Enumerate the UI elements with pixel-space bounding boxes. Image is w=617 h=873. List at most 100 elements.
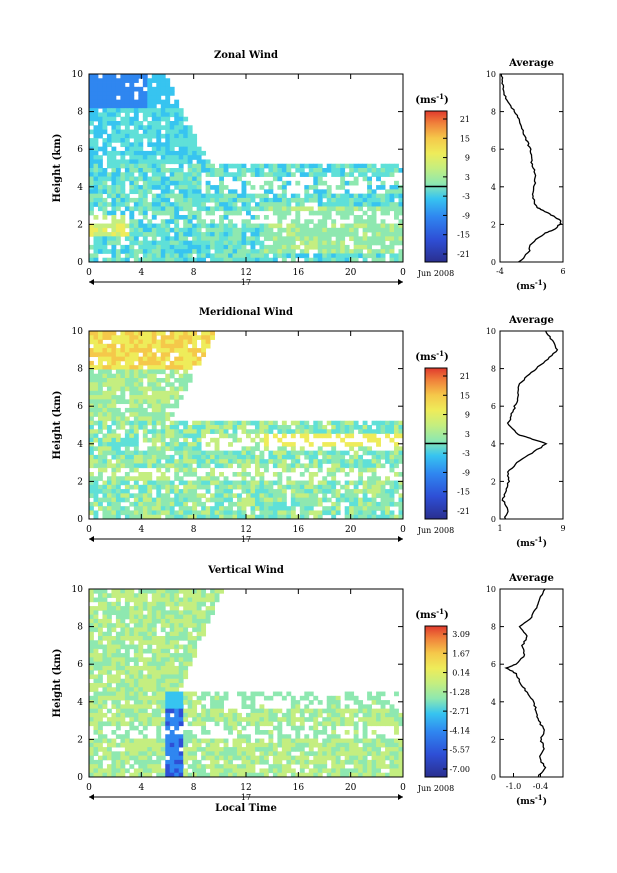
heatmap-cell (147, 403, 153, 409)
heatmap-cell (165, 493, 171, 499)
heatmap-cell (169, 253, 175, 259)
heatmap-cell (205, 206, 211, 212)
heatmap-cell (160, 125, 166, 130)
heatmap-cell (129, 210, 135, 216)
heatmap-cell (201, 747, 207, 752)
heatmap-cell (192, 236, 198, 242)
heatmap-cell (281, 172, 287, 177)
heatmap-cell (304, 742, 310, 748)
heatmap-cell (344, 459, 350, 464)
heatmap-cell (290, 236, 296, 242)
heatmap-cell (340, 450, 346, 456)
heatmap-cell (93, 232, 99, 237)
heatmap-cell (349, 751, 355, 757)
heatmap-cell (97, 489, 103, 494)
heatmap-cell (250, 712, 256, 718)
heatmap-cell (89, 759, 94, 765)
heatmap-cell (156, 223, 162, 229)
heatmap-cell (205, 489, 211, 494)
heatmap-cell (192, 197, 198, 203)
heatmap-cell (165, 687, 171, 692)
heatmap-cell (97, 683, 103, 688)
heatmap-cell (156, 725, 162, 731)
heatmap-cell (187, 506, 193, 511)
heatmap-cell (290, 433, 296, 439)
heatmap-cell (120, 244, 126, 250)
heatmap-cell (304, 197, 310, 203)
heatmap-cell (376, 454, 381, 460)
heatmap-cell (156, 202, 162, 207)
heatmap-cell (335, 738, 341, 744)
heatmap-cell (295, 730, 301, 735)
heatmap-cell (111, 742, 117, 748)
heatmap-cell (263, 227, 269, 233)
heatmap-cell (223, 193, 229, 199)
heatmap-cell (93, 193, 99, 199)
heatmap-cell (340, 437, 346, 443)
heatmap-cell (246, 450, 251, 456)
heatmap-cell (187, 356, 193, 362)
heatmap-cell (111, 640, 117, 645)
heatmap-cell (147, 369, 153, 375)
heatmap-cell (192, 472, 198, 477)
heatmap-cell (142, 687, 148, 692)
heatmap-cell (138, 343, 144, 349)
heatmap-cell (304, 493, 310, 499)
heatmap-cell (183, 240, 189, 246)
heatmap-cell (196, 601, 202, 607)
heatmap-cell (304, 480, 310, 486)
heatmap-cell (304, 755, 310, 761)
heatmap-cell (183, 116, 189, 122)
heatmap-cell (102, 197, 108, 203)
heatmap-cell (367, 197, 372, 203)
heatmap-cell (120, 695, 126, 701)
heatmap-cell (89, 755, 94, 761)
heatmap-cell (142, 476, 148, 481)
heatmap-cell (385, 244, 390, 250)
heatmap-cell (241, 197, 247, 203)
heatmap-cell (277, 742, 283, 748)
heatmap-cell (205, 480, 211, 486)
heatmap-cell (106, 493, 112, 499)
heatmap-cell (102, 510, 108, 516)
heatmap-cell (228, 172, 233, 177)
heatmap-cell (133, 597, 139, 603)
heatmap-cell (205, 442, 211, 447)
heatmap-cell (160, 116, 166, 122)
avg-y-tick-label: 8 (491, 365, 496, 374)
heatmap-cell (362, 501, 368, 507)
heatmap-cell (142, 331, 148, 336)
heatmap-cell (187, 253, 193, 259)
heatmap-cell (93, 674, 99, 680)
heatmap-cell (349, 755, 355, 761)
heatmap-cell (120, 454, 126, 460)
heatmap-cell (115, 399, 121, 405)
heatmap-cell (156, 484, 162, 490)
heatmap-cells (89, 331, 404, 520)
heatmap-cell (308, 759, 314, 765)
heatmap-cell (398, 223, 404, 229)
heatmap-cell (201, 593, 207, 598)
heatmap-cell (160, 593, 166, 598)
heatmap-cell (178, 356, 184, 362)
heatmap-cell (344, 717, 350, 722)
heatmap-cell (371, 202, 377, 207)
heatmap-cell (169, 759, 175, 765)
heatmap-cell (254, 759, 260, 765)
heatmap-cell (277, 168, 283, 173)
heatmap-cell (133, 142, 139, 148)
heatmap-cell (115, 712, 121, 718)
heatmap-cell (89, 348, 94, 353)
heatmap-cell (394, 223, 399, 229)
heatmap-cell (250, 446, 256, 452)
heatmap-cell (398, 742, 404, 748)
heatmap-cell (331, 755, 337, 761)
heatmap-cell (389, 223, 395, 229)
heatmap-cell (331, 476, 337, 481)
heatmap-cell (286, 180, 292, 186)
heatmap-cell (394, 747, 399, 752)
heatmap-cell (201, 339, 207, 345)
heatmap-cell (151, 747, 157, 752)
heatmap-cell (353, 497, 359, 503)
heatmap-cell (151, 510, 157, 516)
